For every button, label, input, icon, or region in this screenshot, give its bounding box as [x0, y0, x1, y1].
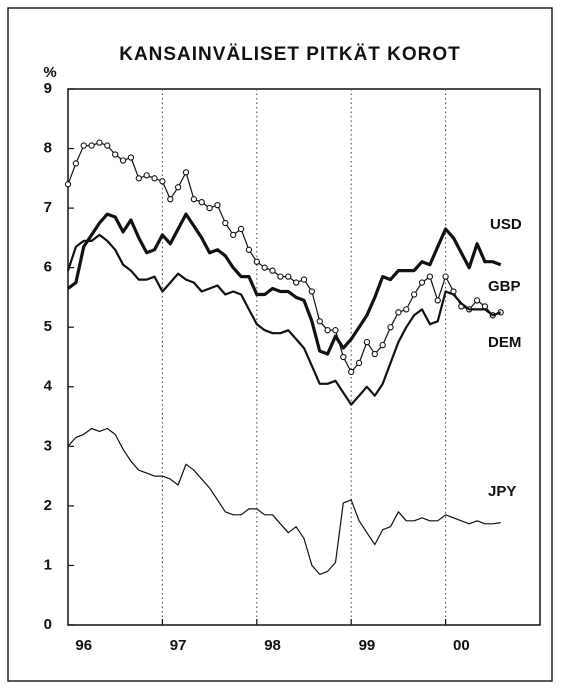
y-tick-label: 2: [44, 497, 52, 514]
point-marker: [363, 338, 371, 346]
x-tick-label: 96: [75, 637, 92, 654]
point-marker: [332, 327, 339, 334]
point-marker: [222, 219, 229, 227]
point-marker: [442, 273, 449, 280]
x-tick-label: 00: [453, 637, 470, 654]
point-marker: [253, 258, 260, 265]
point-marker: [96, 139, 103, 146]
point-marker: [198, 199, 205, 206]
point-marker: [371, 350, 378, 358]
point-marker: [112, 151, 119, 158]
point-marker: [473, 297, 481, 304]
point-marker: [151, 175, 158, 182]
x-tick-label: 98: [264, 637, 281, 654]
point-marker: [434, 297, 441, 304]
series-label: DEM: [488, 334, 521, 351]
plot-area: [67, 88, 541, 626]
y-tick-label: 8: [44, 140, 52, 157]
point-marker: [348, 368, 355, 376]
y-tick-label: 6: [44, 259, 52, 276]
series-label: USD: [490, 216, 522, 233]
point-marker: [237, 225, 245, 233]
chart-title: KANSAINVÄLISET PITKÄT KOROT: [119, 44, 461, 65]
y-tick-label: 5: [44, 318, 52, 335]
y-axis-label: %: [43, 64, 56, 81]
point-marker: [127, 154, 135, 161]
point-marker: [395, 309, 402, 316]
point-marker: [80, 142, 87, 149]
point-marker: [410, 291, 418, 298]
point-marker: [261, 264, 268, 271]
frame: [7, 7, 553, 682]
point-marker: [324, 327, 331, 334]
x-tick-label: 97: [170, 637, 187, 654]
point-marker: [135, 175, 142, 182]
point-marker: [379, 341, 386, 349]
point-marker: [292, 279, 300, 286]
y-tick-label: 3: [44, 437, 52, 454]
series-line: [67, 212, 502, 356]
point-marker: [355, 359, 363, 367]
point-marker: [230, 231, 237, 239]
point-marker: [104, 142, 111, 149]
point-marker: [72, 160, 80, 167]
point-marker: [159, 178, 166, 185]
y-tick-label: 7: [44, 199, 52, 216]
point-marker: [190, 196, 198, 203]
point-marker: [340, 353, 347, 361]
point-marker: [403, 306, 410, 313]
point-marker: [143, 172, 150, 179]
point-marker: [285, 273, 292, 280]
x-tick-label: 99: [359, 637, 376, 654]
point-marker: [481, 303, 489, 310]
y-tick-label: 9: [44, 80, 52, 97]
point-marker: [167, 196, 174, 203]
series-line: [66, 233, 502, 406]
point-marker: [88, 142, 95, 149]
y-tick-label: 0: [44, 616, 52, 633]
point-marker: [277, 273, 284, 280]
point-marker: [300, 276, 308, 283]
series-label: JPY: [488, 483, 516, 500]
point-marker: [426, 273, 434, 280]
series-label: GBP: [488, 278, 521, 295]
point-marker: [269, 267, 276, 274]
y-tick-label: 1: [44, 556, 52, 573]
point-marker: [418, 279, 426, 286]
point-marker: [245, 246, 253, 253]
point-marker: [387, 324, 394, 331]
series-line: [67, 427, 501, 575]
point-marker: [174, 184, 182, 191]
point-marker: [119, 157, 127, 164]
point-marker: [206, 204, 213, 212]
point-marker: [182, 169, 190, 176]
series-line: [67, 142, 501, 373]
point-marker: [214, 201, 221, 209]
y-tick-label: 4: [44, 378, 53, 395]
point-marker: [308, 288, 316, 295]
point-marker: [64, 181, 72, 188]
point-marker: [316, 318, 323, 325]
